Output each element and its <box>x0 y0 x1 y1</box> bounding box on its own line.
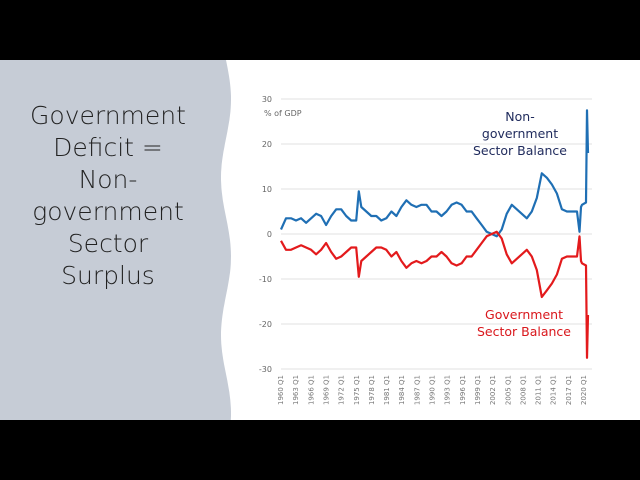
x-tick-label: 1969 Q1 <box>322 375 330 405</box>
x-tick-label: 1984 Q1 <box>398 375 406 405</box>
y-tick-label: -10 <box>259 275 272 284</box>
government-annotation: Sector Balance <box>477 324 571 339</box>
x-tick-label: 1960 Q1 <box>277 375 285 405</box>
x-tick-label: 2011 Q1 <box>535 375 543 405</box>
x-axis-ticks: 1960 Q1 1963 Q1 1966 Q1 1969 Q1 1972 Q1 1975 … <box>277 375 588 405</box>
title-line: Sector <box>67 229 149 258</box>
x-tick-label: 2017 Q1 <box>565 375 573 405</box>
x-tick-label: 2008 Q1 <box>519 375 527 405</box>
title-line: Non- <box>78 165 138 194</box>
x-tick-label: 1972 Q1 <box>338 375 346 405</box>
x-tick-label: 2020 Q1 <box>580 375 588 405</box>
series-lines <box>279 109 590 359</box>
y-tick-label: -20 <box>259 320 272 329</box>
title-line: Deficit = <box>53 133 163 162</box>
title-panel-background <box>0 60 231 420</box>
title-line: Government <box>30 101 186 130</box>
x-tick-label: 1981 Q1 <box>383 375 391 405</box>
x-tick-label: 1996 Q1 <box>459 375 467 405</box>
x-tick-label: 1987 Q1 <box>413 375 421 405</box>
y-tick-label: 10 <box>262 185 272 194</box>
government-annotation: Government <box>485 307 563 322</box>
y-axis-label: % of GDP <box>264 109 302 118</box>
non-government-annotation: government <box>482 126 558 141</box>
x-tick-label: 1966 Q1 <box>307 375 315 405</box>
y-tick-label: 20 <box>262 140 272 149</box>
x-tick-label: 2005 Q1 <box>504 375 512 405</box>
sector-balance-chart: 30 20 10 0 -10 -20 -30 % of GDP 1960 Q1 1963 Q1… <box>259 95 592 405</box>
title-line: Surplus <box>61 261 155 290</box>
non-government-annotation: Sector Balance <box>473 143 567 158</box>
title-line: government <box>32 197 184 226</box>
annotations: Non-government Sector Balance Government Se… <box>473 109 571 339</box>
y-tick-label: 0 <box>267 230 272 239</box>
x-tick-label: 1990 Q1 <box>429 375 437 405</box>
x-tick-label: 2002 Q1 <box>489 375 497 405</box>
y-axis-ticks: 30 20 10 0 -10 -20 -30 <box>259 95 272 374</box>
y-tick-label: 30 <box>262 95 272 104</box>
non-government-balance-line <box>279 109 590 238</box>
non-government-annotation: Non- <box>505 109 534 124</box>
x-tick-label: 1975 Q1 <box>353 375 361 405</box>
slide: Government Deficit = Non- government Sec… <box>0 60 640 420</box>
x-tick-label: 1993 Q1 <box>444 375 452 405</box>
gridlines <box>281 98 592 370</box>
y-tick-label: -30 <box>259 365 272 374</box>
x-tick-label: 1978 Q1 <box>368 375 376 405</box>
slide-title: Government Deficit = Non- government Sec… <box>0 100 216 292</box>
x-tick-label: 1999 Q1 <box>474 375 482 405</box>
x-tick-label: 1963 Q1 <box>292 375 300 405</box>
x-tick-label: 2014 Q1 <box>550 375 558 405</box>
government-balance-line <box>280 230 590 359</box>
